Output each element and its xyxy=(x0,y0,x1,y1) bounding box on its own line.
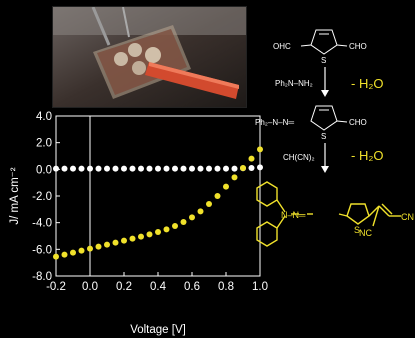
dark-data-point xyxy=(231,165,238,172)
device-photo-scene xyxy=(53,7,246,107)
illuminated-data-point xyxy=(146,231,153,238)
illuminated-data-point xyxy=(231,174,238,181)
y-tick-label: -6.0 xyxy=(32,244,52,256)
minus-water-2: - H₂O xyxy=(351,148,384,163)
x-tick-label: 1.0 xyxy=(252,281,268,293)
dark-data-point xyxy=(163,165,170,172)
mid-right-group: CHO xyxy=(349,118,367,127)
y-tick-label: -8.0 xyxy=(32,271,52,283)
dark-data-point xyxy=(78,165,85,172)
device-photo xyxy=(52,6,247,108)
illuminated-data-point xyxy=(214,193,221,199)
illuminated-data-point xyxy=(129,235,136,242)
dark-data-point xyxy=(104,165,110,172)
reaction-scheme: OHC CHO S Ph₂N–NH₂ - H₂O Ph₂–N–N═ CHO S … xyxy=(255,29,414,247)
illuminated-data-point xyxy=(121,237,127,244)
dark-data-point xyxy=(206,165,212,172)
illuminated-data-point xyxy=(163,226,170,233)
illuminated-data-point xyxy=(61,251,68,258)
illuminated-data-point xyxy=(112,239,119,246)
top-sulfur: S xyxy=(321,56,326,65)
x-tick-label: -0.2 xyxy=(46,281,66,293)
mid-left-group: Ph₂–N–N═ xyxy=(255,118,294,127)
illuminated-data-point xyxy=(240,165,246,171)
x-tick-label: 0.4 xyxy=(150,281,167,293)
y-tick-label: 0.0 xyxy=(36,164,52,176)
y-tick-label: -4.0 xyxy=(32,218,52,230)
illuminated-data-point xyxy=(53,253,59,260)
illuminated-data-point xyxy=(197,208,204,215)
mid-sulfur: S xyxy=(321,132,326,141)
x-tick-label: 0.2 xyxy=(116,281,132,293)
y-tick-label: 2.0 xyxy=(36,138,52,150)
dark-data-point xyxy=(248,165,255,171)
illuminated-data-point xyxy=(95,243,102,250)
y-axis-ticks: 4.0 2.0 0.0 -2.0 -4.0 -6.0 -8.0 xyxy=(32,111,60,283)
illuminated-data-point xyxy=(206,201,212,207)
dark-data-point xyxy=(129,165,136,172)
illuminated-data-point xyxy=(223,183,229,190)
illuminated-data-point xyxy=(78,247,85,254)
top-right-group: CHO xyxy=(349,42,367,51)
product-cn-right: CN xyxy=(401,212,414,222)
x-tick-label: 0.0 xyxy=(82,281,98,293)
illuminated-data-point xyxy=(87,245,93,252)
dark-data-point xyxy=(214,165,221,172)
dark-data-point xyxy=(146,165,153,172)
dark-data-point xyxy=(121,165,127,172)
dark-data-point xyxy=(70,165,76,172)
product-sulfur: S xyxy=(354,225,360,235)
product-structure xyxy=(256,181,401,247)
dark-data-point xyxy=(172,165,178,172)
illuminated-data-point xyxy=(172,223,178,229)
y-tick-label: -2.0 xyxy=(32,191,52,203)
product-hydrazone: N–N═ xyxy=(281,210,306,220)
illuminated-data-point xyxy=(138,233,144,240)
dark-data-point xyxy=(138,165,144,172)
x-axis-label: Voltage [V] xyxy=(130,324,186,336)
dark-data-point xyxy=(223,165,229,172)
y-axis-label: J/ mA cm⁻² xyxy=(9,167,21,224)
dark-data-point xyxy=(189,165,195,172)
data-series xyxy=(53,146,263,260)
thiophene-dialdehyde xyxy=(300,29,348,55)
illuminated-data-point xyxy=(180,219,187,225)
dark-data-point xyxy=(180,165,187,172)
plot-frame xyxy=(55,115,261,277)
dark-data-point xyxy=(257,164,263,171)
illuminated-data-point xyxy=(189,214,195,221)
dark-data-point xyxy=(155,165,161,172)
product-cn-left: NC xyxy=(359,228,372,238)
reagent-2: CH(CN)₂ xyxy=(283,153,315,162)
y-tick-label: 4.0 xyxy=(36,111,52,123)
hydrazone-aldehyde xyxy=(310,105,348,131)
minus-water-1: - H₂O xyxy=(351,76,384,91)
arrow-2-head xyxy=(321,166,329,173)
x-tick-label: 0.8 xyxy=(218,281,234,293)
dark-data-point xyxy=(95,165,102,172)
illuminated-data-point xyxy=(257,146,263,153)
top-left-group: OHC xyxy=(273,42,291,51)
x-tick-label: 0.6 xyxy=(184,281,200,293)
illuminated-data-point xyxy=(248,155,255,162)
dark-data-point xyxy=(112,165,119,172)
dark-data-point xyxy=(61,165,68,172)
x-axis-ticks: -0.2 0.0 0.2 0.4 0.6 0.8 1.0 xyxy=(46,272,268,293)
illuminated-data-point xyxy=(70,249,76,256)
arrow-1-head xyxy=(321,90,329,97)
illuminated-data-point xyxy=(104,241,110,248)
dark-data-point xyxy=(53,165,59,172)
illuminated-data-point xyxy=(155,229,161,235)
reagent-1: Ph₂N–NH₂ xyxy=(275,79,313,88)
dark-data-point xyxy=(87,165,93,172)
dark-data-point xyxy=(197,165,204,172)
